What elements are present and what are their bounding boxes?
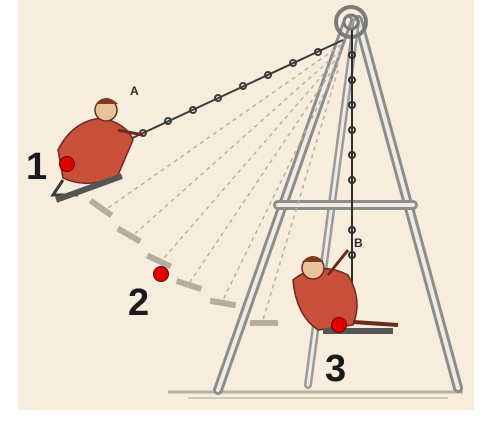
marker-3-number: 3 (325, 348, 347, 390)
position-label-a: A (130, 84, 139, 98)
marker-1-number: 1 (26, 146, 48, 188)
marker-1-dot (59, 156, 75, 172)
child-position-a (50, 98, 144, 203)
illustration-area: A B (18, 0, 474, 410)
marker-2-dot (153, 266, 169, 282)
ghost-seats (88, 198, 278, 326)
marker-2-number: 2 (128, 282, 150, 324)
ghost-chains (97, 44, 342, 321)
swing-illustration (18, 0, 474, 410)
chain-position-b (348, 30, 356, 290)
marker-3-dot (331, 317, 347, 333)
position-label-b: B (354, 236, 363, 250)
child-position-b (292, 249, 399, 334)
